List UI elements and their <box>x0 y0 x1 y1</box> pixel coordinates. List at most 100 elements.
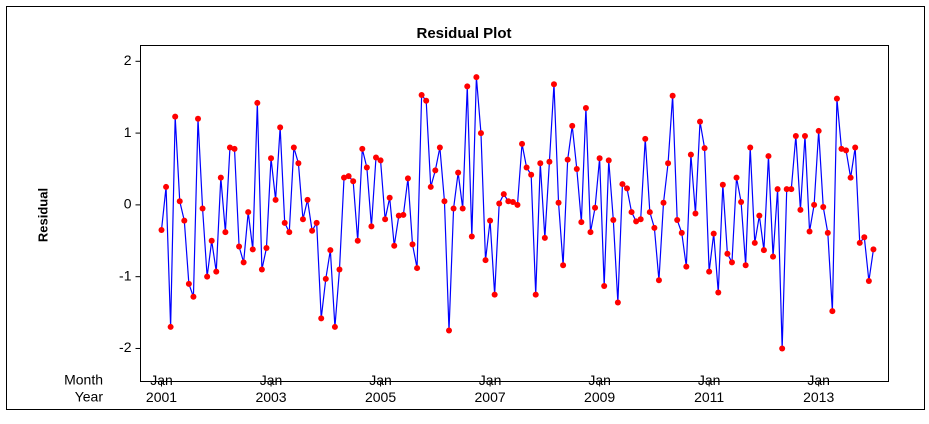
data-point <box>592 204 599 211</box>
data-point <box>322 275 329 282</box>
data-point <box>496 200 503 207</box>
data-point <box>487 217 494 224</box>
data-point <box>651 224 658 231</box>
data-point <box>226 144 233 151</box>
data-point <box>441 198 448 205</box>
data-point <box>464 83 471 90</box>
data-point <box>345 173 352 180</box>
data-point <box>281 219 288 226</box>
data-point <box>806 228 813 235</box>
data-point <box>523 164 530 171</box>
data-point <box>309 227 316 234</box>
data-point <box>852 144 859 151</box>
data-point <box>240 259 247 266</box>
data-point <box>747 144 754 151</box>
data-point <box>560 262 567 269</box>
data-point <box>249 246 256 253</box>
data-point <box>751 239 758 246</box>
data-point <box>783 186 790 193</box>
data-point <box>564 156 571 163</box>
x-tick-label: Jan <box>150 372 173 388</box>
data-point <box>582 104 589 111</box>
data-point <box>336 266 343 273</box>
data-point <box>199 205 206 212</box>
data-point <box>167 323 174 330</box>
data-point <box>770 253 777 260</box>
x-tick-label: Jan <box>369 372 392 388</box>
data-point <box>391 242 398 249</box>
data-point <box>779 345 786 352</box>
x-row-label: Month <box>64 372 103 388</box>
data-point <box>573 165 580 172</box>
data-point <box>601 283 608 290</box>
data-point <box>569 122 576 129</box>
data-point <box>687 151 694 158</box>
data-point <box>765 153 772 160</box>
data-point <box>354 237 361 244</box>
data-point <box>587 229 594 236</box>
data-point <box>195 115 202 122</box>
data-point <box>231 145 238 152</box>
data-point <box>706 268 713 275</box>
data-point <box>318 315 325 322</box>
data-point <box>861 234 868 241</box>
data-point <box>697 118 704 125</box>
data-point <box>423 97 430 104</box>
y-tick-label: 2 <box>124 52 132 68</box>
data-point <box>363 164 370 171</box>
data-point <box>788 186 795 193</box>
data-point <box>436 144 443 151</box>
data-point <box>290 144 297 151</box>
data-point <box>605 157 612 164</box>
data-point <box>455 169 462 176</box>
data-point <box>185 280 192 287</box>
data-point <box>304 196 311 203</box>
data-point <box>628 209 635 216</box>
data-point <box>528 171 535 178</box>
y-tick-label: 1 <box>124 124 132 140</box>
data-point <box>646 209 653 216</box>
data-point <box>286 229 293 236</box>
data-point <box>550 81 557 88</box>
x-tick-year-label: 2013 <box>803 389 834 405</box>
data-point <box>660 199 667 206</box>
data-point <box>222 229 229 236</box>
data-point <box>432 167 439 174</box>
data-point <box>756 212 763 219</box>
data-point <box>724 250 731 257</box>
data-point <box>865 277 872 284</box>
data-point <box>847 174 854 181</box>
data-point <box>258 266 265 273</box>
data-point <box>277 124 284 131</box>
data-point <box>733 174 740 181</box>
data-point <box>418 92 425 99</box>
data-point <box>372 154 379 161</box>
data-point <box>838 145 845 152</box>
x-tick-year-label: 2005 <box>365 389 396 405</box>
plot-frame <box>140 45 889 382</box>
data-point <box>843 147 850 154</box>
data-point <box>377 157 384 164</box>
data-point <box>263 244 270 251</box>
data-point <box>824 229 831 236</box>
data-point <box>482 257 489 264</box>
data-point <box>254 99 261 106</box>
data-point <box>665 160 672 167</box>
data-point <box>473 74 480 81</box>
data-point <box>158 227 165 234</box>
data-point <box>519 140 526 147</box>
data-point <box>683 263 690 270</box>
data-point <box>409 241 416 248</box>
data-point <box>829 308 836 315</box>
chart-title: Residual Plot <box>416 25 511 42</box>
y-tick-label: -1 <box>119 267 132 283</box>
data-point <box>446 327 453 334</box>
data-point <box>678 229 685 236</box>
x-row-label: Year <box>75 389 104 405</box>
data-point <box>404 175 411 182</box>
data-point <box>774 186 781 193</box>
data-point <box>505 198 512 205</box>
data-point <box>295 160 302 167</box>
data-point <box>313 219 320 226</box>
data-point <box>213 268 220 275</box>
